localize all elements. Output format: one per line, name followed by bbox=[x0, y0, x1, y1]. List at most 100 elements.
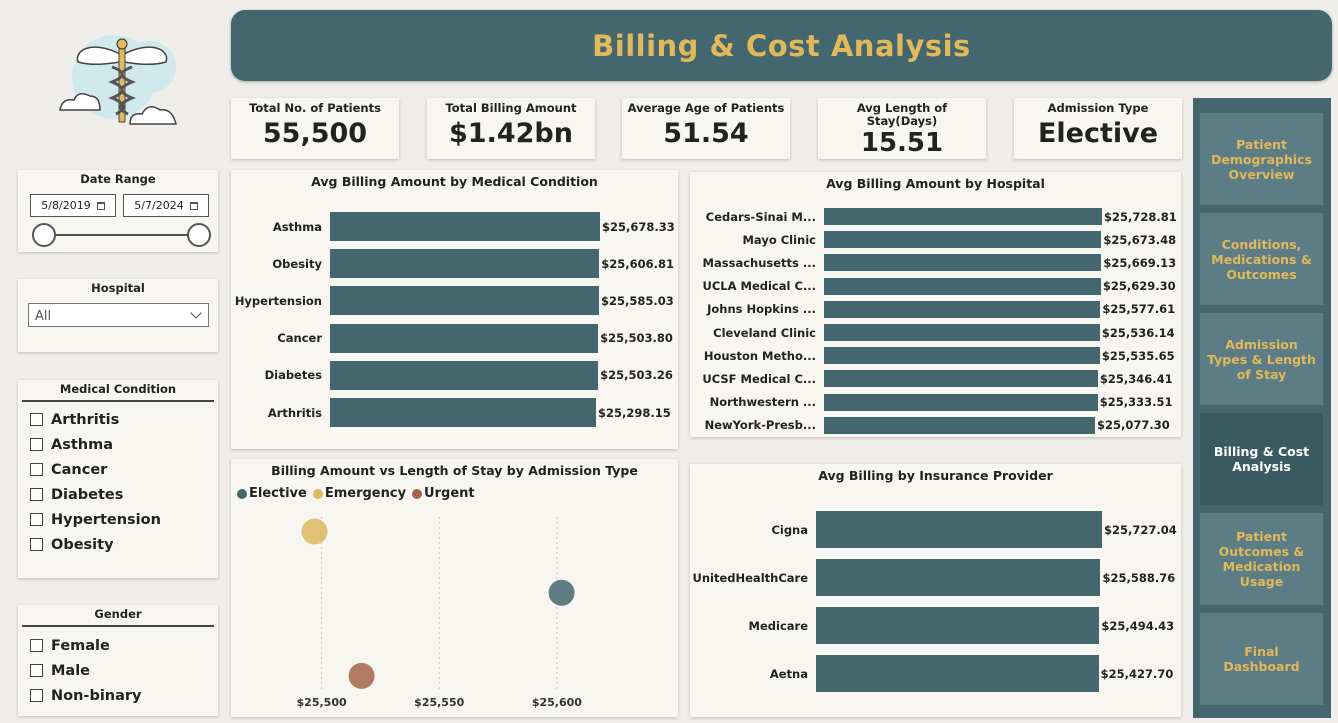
bar-category-label: Houston Metho... bbox=[703, 348, 816, 363]
hospital-dropdown[interactable]: All bbox=[28, 303, 209, 327]
nav-button-billing-cost-analysis[interactable]: Billing & Cost Analysis bbox=[1200, 413, 1323, 505]
bar[interactable] bbox=[824, 254, 1102, 272]
chart-billing-by-hospital: Avg Billing Amount by Hospital Cedars-Si… bbox=[690, 172, 1181, 437]
checkbox-label: Diabetes bbox=[51, 486, 124, 503]
bar-row[interactable]: UnitedHealthCare $25,588.76 bbox=[690, 559, 1175, 596]
kpi-value: 55,500 bbox=[262, 118, 368, 149]
bar[interactable] bbox=[330, 360, 599, 390]
bar[interactable] bbox=[824, 370, 1098, 388]
checkbox-label: Hypertension bbox=[51, 511, 161, 528]
kpi-value: Elective bbox=[1037, 118, 1159, 149]
checkbox-hypertension[interactable]: Hypertension bbox=[18, 507, 218, 532]
medical-condition-title: Medical Condition bbox=[22, 382, 214, 402]
date-slider-track[interactable] bbox=[44, 234, 200, 236]
bar[interactable] bbox=[330, 398, 596, 427]
end-date-input[interactable]: 5/7/2024 bbox=[123, 194, 209, 217]
bar-category-label: Cancer bbox=[277, 331, 322, 346]
bar[interactable] bbox=[330, 249, 600, 279]
bar[interactable] bbox=[816, 511, 1102, 548]
bar-row[interactable]: Cedars-Sinai M... $25,728.81 bbox=[690, 208, 1177, 225]
bar-row[interactable]: Diabetes $25,503.26 bbox=[231, 360, 673, 390]
bar[interactable] bbox=[824, 347, 1100, 365]
checkbox-label: Female bbox=[51, 637, 110, 654]
bar[interactable] bbox=[824, 393, 1098, 411]
page-navigation: Patient Demographics Overview Conditions,… bbox=[1193, 98, 1331, 718]
kpi-value: 15.51 bbox=[860, 128, 944, 158]
bar[interactable] bbox=[824, 277, 1101, 295]
nav-button-patient-demographics-overview[interactable]: Patient Demographics Overview bbox=[1200, 113, 1323, 205]
checkbox-label: Non-binary bbox=[51, 687, 142, 704]
checkbox-diabetes[interactable]: Diabetes bbox=[18, 482, 218, 507]
scatter-point-urgent[interactable] bbox=[348, 662, 375, 689]
scatter-point-elective[interactable] bbox=[548, 579, 575, 606]
bar-row[interactable]: Cigna $25,727.04 bbox=[690, 511, 1177, 548]
legend-dot bbox=[237, 488, 247, 499]
checkbox-female[interactable]: Female bbox=[18, 633, 218, 658]
nav-button-patient-outcomes-medication-usage[interactable]: Patient Outcomes & Medication Usage bbox=[1200, 513, 1323, 605]
nav-button-conditions-medications-outcomes[interactable]: Conditions, Medications & Outcomes bbox=[1200, 213, 1323, 305]
bar-row[interactable]: Aetna $25,427.70 bbox=[690, 655, 1173, 692]
chevron-down-icon bbox=[190, 307, 202, 319]
bar-value-label: $25,494.43 bbox=[1101, 618, 1175, 633]
legend-item-elective[interactable]: Elective bbox=[237, 486, 307, 501]
bar-row[interactable]: Arthritis $25,298.15 bbox=[231, 398, 671, 427]
bar-category-label: Johns Hopkins ... bbox=[707, 302, 816, 317]
legend-item-emergency[interactable]: Emergency bbox=[312, 486, 406, 501]
date-range-slicer: Date Range 5/8/2019 5/7/2024 bbox=[18, 170, 218, 252]
bar-row[interactable]: Hypertension $25,585.03 bbox=[231, 286, 674, 316]
bar-row[interactable]: Asthma $25,678.33 bbox=[231, 212, 675, 241]
bar[interactable] bbox=[330, 212, 600, 241]
checkbox-cancer[interactable]: Cancer bbox=[18, 457, 218, 482]
bar-row[interactable]: Cancer $25,503.80 bbox=[231, 323, 673, 353]
bar-category-label: Hypertension bbox=[234, 293, 322, 308]
checkbox-asthma[interactable]: Asthma bbox=[18, 432, 218, 457]
chart-billing-by-condition: Avg Billing Amount by Medical Condition … bbox=[231, 170, 678, 449]
bar-row[interactable]: Northwestern ... $25,333.51 bbox=[690, 393, 1172, 411]
kpi-label: Total No. of Patients bbox=[249, 101, 381, 115]
legend-item-urgent[interactable]: Urgent bbox=[412, 486, 475, 501]
date-slider-start-handle[interactable] bbox=[32, 223, 56, 247]
bar-row[interactable]: UCSF Medical C... $25,346.41 bbox=[690, 370, 1173, 388]
checkbox-obesity[interactable]: Obesity bbox=[18, 532, 218, 557]
bar[interactable] bbox=[330, 323, 599, 353]
bar[interactable] bbox=[824, 300, 1101, 318]
kpi-value: 51.54 bbox=[663, 118, 749, 149]
checkbox-icon bbox=[30, 488, 43, 501]
start-date-input[interactable]: 5/8/2019 bbox=[30, 194, 116, 217]
bar[interactable] bbox=[816, 559, 1101, 596]
chart-title: Avg Billing Amount by Medical Condition bbox=[311, 174, 598, 189]
bar[interactable] bbox=[824, 231, 1102, 249]
date-slider-end-handle[interactable] bbox=[187, 223, 211, 247]
bar[interactable] bbox=[824, 416, 1095, 434]
checkbox-icon bbox=[30, 639, 43, 652]
legend-dot bbox=[312, 488, 323, 499]
bar-row[interactable]: Houston Metho... $25,535.65 bbox=[690, 347, 1175, 365]
scatter-point-emergency[interactable] bbox=[301, 518, 328, 545]
bar[interactable] bbox=[816, 607, 1100, 644]
bar-row[interactable]: UCLA Medical C... $25,629.30 bbox=[690, 277, 1176, 295]
checkbox-male[interactable]: Male bbox=[18, 658, 218, 683]
hospital-slicer: Hospital All bbox=[18, 279, 218, 352]
bar-row[interactable]: Massachusetts ... $25,669.13 bbox=[690, 254, 1176, 272]
bar[interactable] bbox=[824, 324, 1100, 341]
bar-row[interactable]: Johns Hopkins ... $25,577.61 bbox=[690, 300, 1175, 318]
bar-row[interactable]: Mayo Clinic $25,673.48 bbox=[690, 231, 1176, 249]
legend-dot bbox=[412, 488, 423, 499]
bar-row[interactable]: Cleveland Clinic $25,536.14 bbox=[690, 324, 1175, 341]
kpi-total-billing: Total Billing Amount $1.42bn bbox=[427, 98, 595, 159]
bar[interactable] bbox=[824, 208, 1102, 225]
bar[interactable] bbox=[816, 655, 1099, 692]
bar-value-label: $25,536.14 bbox=[1101, 325, 1175, 340]
chart-title: Avg Billing by Insurance Provider bbox=[818, 468, 1053, 483]
chart-legend: Elective Emergency Urgent bbox=[237, 486, 475, 501]
bar-row[interactable]: NewYork-Presb... $25,077.30 bbox=[690, 416, 1170, 434]
bar[interactable] bbox=[330, 286, 600, 316]
bar-value-label: $25,427.70 bbox=[1100, 666, 1174, 681]
bar-row[interactable]: Obesity $25,606.81 bbox=[231, 249, 674, 279]
x-tick-label: $25,600 bbox=[532, 696, 582, 709]
bar-row[interactable]: Medicare $25,494.43 bbox=[690, 607, 1174, 644]
nav-button-admission-types-length-of-stay[interactable]: Admission Types & Length of Stay bbox=[1200, 313, 1323, 405]
checkbox-arthritis[interactable]: Arthritis bbox=[18, 407, 218, 432]
nav-button-final-dashboard[interactable]: Final Dashboard bbox=[1200, 613, 1323, 705]
checkbox-non-binary[interactable]: Non-binary bbox=[18, 683, 218, 708]
